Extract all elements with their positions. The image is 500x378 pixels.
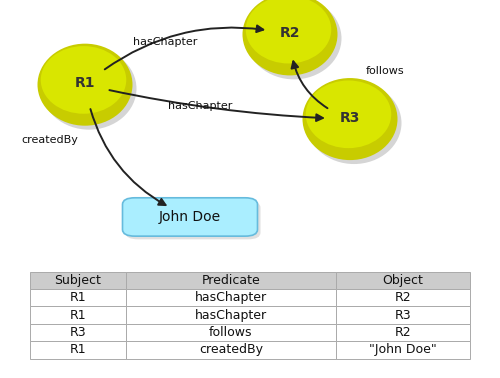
Text: createdBy: createdBy: [22, 135, 78, 145]
Ellipse shape: [38, 44, 132, 125]
Text: Subject: Subject: [54, 274, 102, 287]
Bar: [336, 324, 470, 341]
Text: R2: R2: [394, 291, 411, 304]
Ellipse shape: [302, 78, 398, 160]
FancyArrowPatch shape: [90, 109, 166, 205]
Text: R3: R3: [394, 308, 411, 322]
Bar: [30, 324, 126, 341]
Text: follows: follows: [209, 326, 252, 339]
FancyBboxPatch shape: [126, 201, 260, 239]
Bar: [30, 341, 126, 359]
Bar: [30, 289, 126, 307]
Text: R1: R1: [70, 291, 86, 304]
Text: hasChapter: hasChapter: [168, 101, 232, 111]
FancyArrowPatch shape: [292, 61, 328, 108]
Bar: [30, 307, 126, 324]
Ellipse shape: [41, 46, 126, 114]
Text: R2: R2: [280, 26, 300, 40]
Text: createdBy: createdBy: [199, 344, 263, 356]
Text: "John Doe": "John Doe": [369, 344, 437, 356]
Text: hasChapter: hasChapter: [195, 291, 267, 304]
Text: Predicate: Predicate: [202, 274, 260, 287]
Text: hasChapter: hasChapter: [133, 37, 197, 47]
FancyBboxPatch shape: [122, 198, 258, 236]
Text: follows: follows: [366, 67, 405, 76]
Text: John Doe: John Doe: [159, 210, 221, 224]
Bar: [336, 271, 470, 289]
Text: R3: R3: [340, 111, 360, 125]
Bar: [126, 324, 336, 341]
Bar: [126, 307, 336, 324]
Ellipse shape: [242, 0, 338, 75]
Bar: [126, 271, 336, 289]
Bar: [336, 341, 470, 359]
Text: R1: R1: [70, 308, 86, 322]
Ellipse shape: [42, 48, 136, 130]
Text: Object: Object: [382, 274, 424, 287]
Bar: [30, 271, 126, 289]
Ellipse shape: [246, 0, 331, 64]
Text: R1: R1: [75, 76, 95, 90]
Bar: [126, 341, 336, 359]
Text: R1: R1: [70, 344, 86, 356]
Ellipse shape: [246, 0, 342, 79]
Bar: [126, 289, 336, 307]
Bar: [336, 307, 470, 324]
Text: hasChapter: hasChapter: [195, 308, 267, 322]
FancyArrowPatch shape: [110, 90, 323, 121]
Text: R2: R2: [394, 326, 411, 339]
Ellipse shape: [306, 82, 402, 164]
Text: R3: R3: [70, 326, 86, 339]
FancyArrowPatch shape: [104, 25, 263, 69]
Bar: [336, 289, 470, 307]
Ellipse shape: [306, 81, 391, 148]
